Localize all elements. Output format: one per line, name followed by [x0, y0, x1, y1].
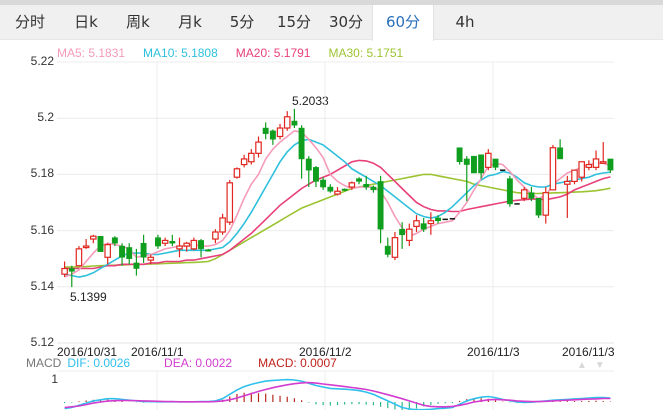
y-tick-label: 5.18 [30, 166, 54, 181]
dea-value: DEA: 0.0022 [164, 356, 233, 370]
macd-title: MACD [26, 356, 62, 370]
y-tick-label: 5.12 [30, 335, 54, 349]
ma20-value: MA20: 5.1791 [235, 46, 311, 60]
y-tick-label: 5.22 [30, 54, 54, 68]
top-border [0, 0, 663, 5]
x-tick-label: 2016/11/1 [131, 345, 184, 359]
scroll-arrows[interactable]: ▲▼ [577, 360, 613, 371]
tab-月k[interactable]: 月k [178, 13, 202, 31]
tab-分时[interactable]: 分时 [14, 13, 45, 31]
tab-日k[interactable]: 日k [74, 13, 98, 31]
high-annotation: 5.2033 [292, 94, 329, 108]
down-arrow-icon[interactable]: ▼ [594, 360, 613, 371]
tab-15分[interactable]: 15分 [276, 13, 312, 31]
y-tick-label: 5.2 [37, 110, 54, 125]
macd-legend: MACD DIF: 0.0026 DEA: 0.0022 MACD: 0.000… [26, 356, 343, 370]
tab-周k[interactable]: 周k [126, 13, 150, 31]
dif-value: DIF: 0.0026 [67, 356, 131, 370]
macd-value: MACD: 0.0007 [258, 356, 337, 370]
tab-30分[interactable]: 30分 [328, 13, 364, 31]
y-tick-label: 5.16 [30, 222, 54, 237]
macd-axis-label: 1 [51, 372, 58, 386]
period-tabs: 分时 日k 周k 月k 5分 15分 30分 60分 4h [0, 5, 663, 41]
y-tick-label: 5.14 [30, 278, 54, 293]
low-annotation: 5.1399 [70, 290, 107, 304]
ma30-value: MA30: 5.1751 [328, 46, 404, 60]
x-tick-label: 2016/11/3 [562, 345, 615, 359]
tab-60分[interactable]: 60分 [372, 5, 434, 41]
ma5-value: MA5: 5.1831 [57, 46, 126, 60]
x-tick-label: 2016/11/2 [299, 345, 352, 359]
x-tick-label: 2016/11/3 [467, 345, 520, 359]
up-arrow-icon[interactable]: ▲ [577, 360, 595, 371]
x-tick-label: 2016/10/31 [57, 345, 118, 359]
ma10-value: MA10: 5.1808 [143, 46, 218, 60]
tab-4h[interactable]: 4h [455, 13, 475, 31]
tab-5分[interactable]: 5分 [229, 13, 255, 31]
ma-legend: MA5: 5.1831 MA10: 5.1808 MA20: 5.1791 MA… [57, 46, 421, 60]
